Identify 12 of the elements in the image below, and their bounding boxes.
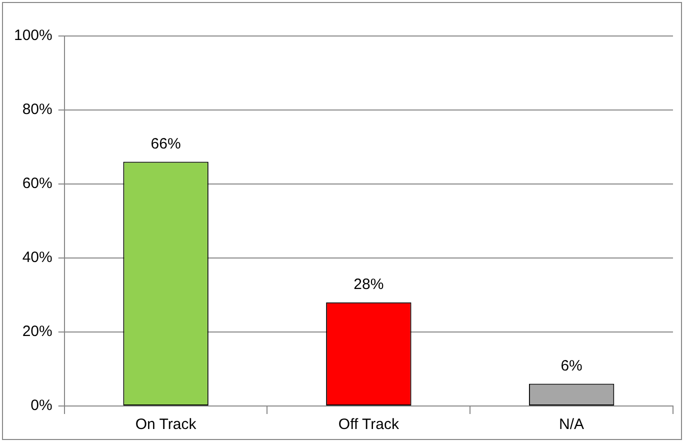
y-tick-label: 0% xyxy=(30,397,52,414)
y-tick-label: 40% xyxy=(22,249,52,266)
data-label: 28% xyxy=(354,276,384,294)
data-label: 66% xyxy=(150,135,181,152)
y-tick-label: 100% xyxy=(14,27,52,44)
data-label: 6% xyxy=(560,357,582,374)
y-tick-label: 60% xyxy=(22,175,52,192)
y-tick-label: 20% xyxy=(22,323,52,340)
x-tick-label: Off Track xyxy=(338,416,400,434)
y-tick-label: 80% xyxy=(22,101,52,118)
x-tick-label: On Track xyxy=(135,416,197,434)
x-tick-label: N/A xyxy=(559,416,584,434)
